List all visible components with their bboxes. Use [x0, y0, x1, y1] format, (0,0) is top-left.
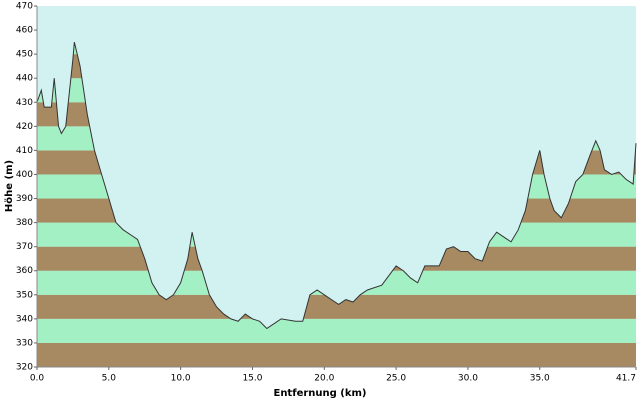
- x-tick-label: 35.0: [530, 374, 550, 384]
- y-tick-label: 400: [16, 170, 33, 180]
- x-tick-label: 30.0: [458, 374, 478, 384]
- y-tick-label: 410: [16, 146, 33, 156]
- y-tick-label: 420: [16, 122, 33, 132]
- y-tick-label: 350: [16, 290, 33, 300]
- elevation-band: [37, 318, 636, 343]
- x-axis-label: Entfernung (km): [273, 388, 366, 399]
- y-tick-label: 450: [16, 50, 33, 60]
- x-tick-label: 25.0: [386, 374, 406, 384]
- y-tick-label: 470: [16, 2, 33, 12]
- elevation-band: [37, 342, 636, 367]
- y-tick-label: 340: [16, 314, 33, 324]
- profile-line: [36, 41, 637, 330]
- y-tick-label: 430: [16, 98, 33, 108]
- x-tick-label: 20.0: [314, 374, 334, 384]
- y-tick-label: 320: [16, 363, 33, 373]
- x-tick-label: 5.0: [102, 374, 117, 384]
- y-axis-label: Höhe (m): [4, 160, 15, 212]
- y-tick-label: 370: [16, 242, 33, 252]
- x-tick-label: 10.0: [171, 374, 191, 384]
- y-tick-label: 380: [16, 218, 33, 228]
- y-tick-label: 390: [16, 194, 33, 204]
- y-tick-label: 330: [16, 338, 33, 348]
- x-tick-label: 41.7: [616, 374, 636, 384]
- x-tick-label: 15.0: [242, 374, 262, 384]
- y-tick-label: 360: [16, 266, 33, 276]
- y-tick-label: 460: [16, 26, 33, 36]
- x-tick-label: 0.0: [30, 374, 45, 384]
- y-tick-label: 440: [16, 74, 33, 84]
